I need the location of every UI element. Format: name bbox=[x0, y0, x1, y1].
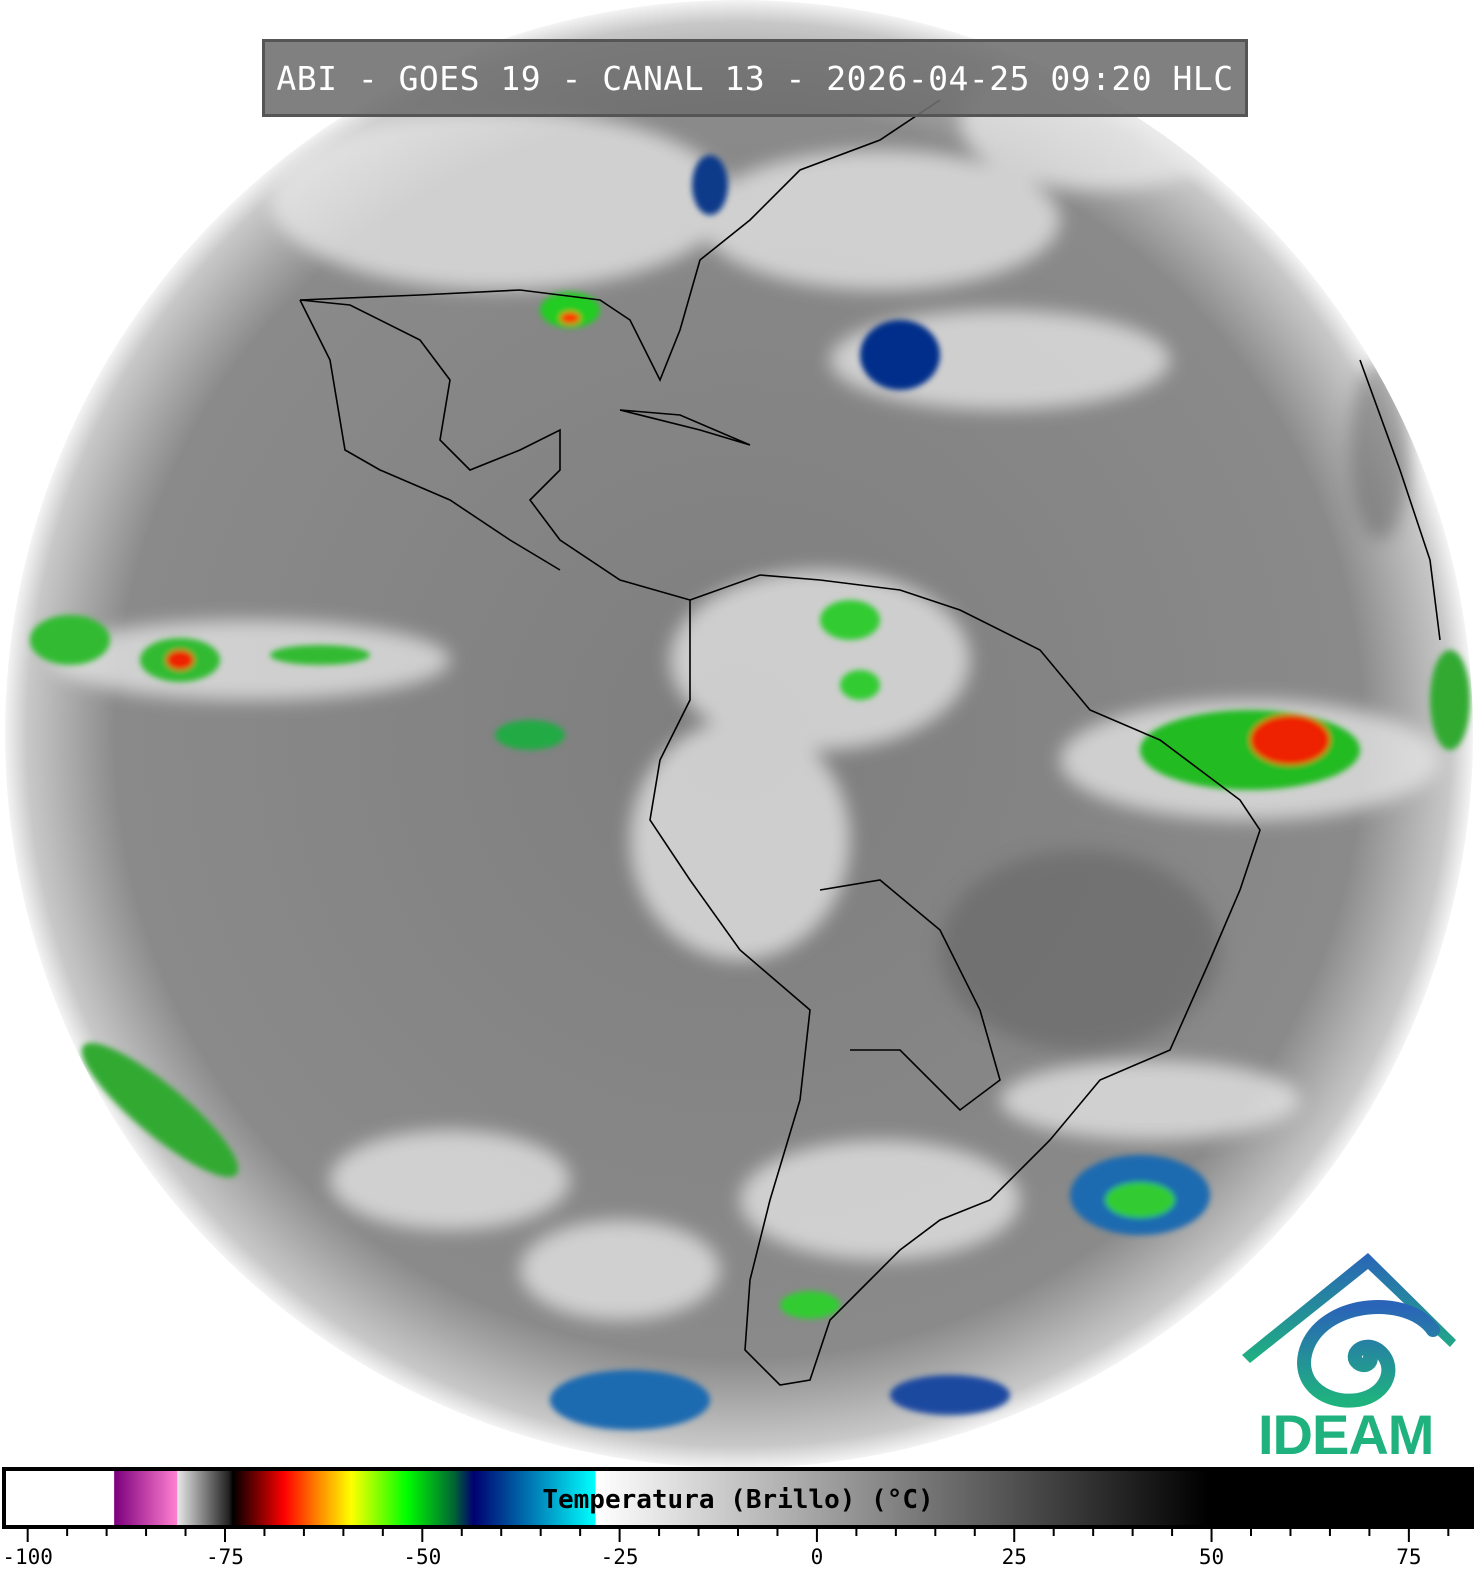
satellite-globe-image bbox=[5, 0, 1473, 1468]
logo-text: IDEAM bbox=[1258, 1403, 1434, 1466]
logo-roof-swirl-icon bbox=[1242, 1253, 1456, 1408]
tick-label: 50 bbox=[1199, 1545, 1224, 1569]
tick-label: -75 bbox=[206, 1545, 244, 1569]
image-title: ABI - GOES 19 - CANAL 13 - 2026-04-25 09… bbox=[276, 58, 1234, 98]
cloud-layer bbox=[30, 50, 1470, 1430]
coastlines bbox=[299, 99, 1441, 1386]
tick-label: 75 bbox=[1396, 1545, 1421, 1569]
tick-label: -50 bbox=[403, 1545, 441, 1569]
temperature-colorbar: Temperatura (Brillo) (°C) -100 -75 -50 -25 0… bbox=[2, 1467, 1474, 1569]
colorbar-label: Temperatura (Brillo) (°C) bbox=[542, 1485, 933, 1515]
tick-label: 25 bbox=[1002, 1545, 1027, 1569]
tick-label: 0 bbox=[811, 1545, 824, 1569]
ideam-logo bbox=[1242, 1253, 1456, 1408]
tick-label: -25 bbox=[601, 1545, 639, 1569]
convective-cells bbox=[30, 155, 1470, 1430]
tick-label: -100 bbox=[2, 1545, 53, 1569]
colorbar-gradient bbox=[2, 1467, 1474, 1529]
title-banner: ABI - GOES 19 - CANAL 13 - 2026-04-25 09… bbox=[262, 39, 1248, 117]
